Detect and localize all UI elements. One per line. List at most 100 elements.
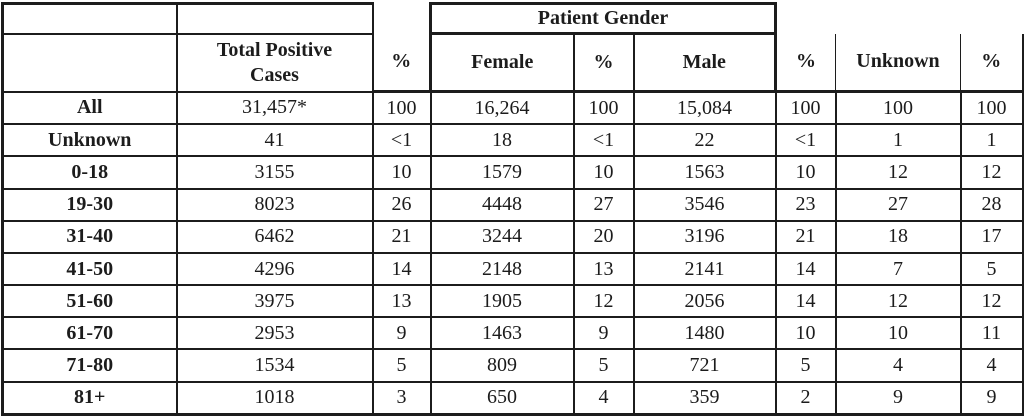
cell-male-pct: 5 (774, 348, 837, 383)
cell-male-pct: 14 (774, 284, 837, 319)
cell-female-pct: 12 (572, 284, 635, 319)
table-row: 71-80 1534 5 809 5 721 5 4 4 (1, 348, 1024, 383)
cell-unknown: 9 (834, 380, 962, 416)
cell-female-pct: 4 (572, 380, 635, 416)
empty-header-cell (1, 2, 178, 35)
cell-unknown-pct: 100 (959, 90, 1024, 126)
cell-unknown: 12 (834, 155, 962, 190)
cell-total: 3975 (175, 284, 374, 319)
cell-female-pct: 10 (572, 155, 635, 190)
table-row: 31-40 6462 21 3244 20 3196 21 18 17 (1, 219, 1024, 254)
col-header-total-pct: % (371, 33, 432, 93)
cell-male-pct: 21 (774, 219, 837, 254)
table-row: 19-30 8023 26 4448 27 3546 23 27 28 (1, 187, 1024, 222)
empty-header-cell (175, 2, 374, 35)
cell-female-pct: 13 (572, 251, 635, 287)
cell-female: 650 (429, 380, 575, 416)
cell-unknown-pct: 12 (959, 284, 1024, 319)
empty-header-cell (961, 4, 1023, 34)
col-header-unknown-pct: % (960, 33, 1024, 93)
cell-row-label: Unknown (1, 123, 178, 158)
cell-row-label: All (1, 90, 178, 126)
cell-row-label: 0-18 (1, 155, 178, 190)
table-row: All 31,457* 100 16,264 100 15,084 100 10… (1, 90, 1024, 126)
cell-male: 3546 (632, 187, 777, 222)
cell-female: 809 (429, 348, 575, 383)
cell-row-label: 81+ (1, 380, 178, 416)
table-row: 0-18 3155 10 1579 10 1563 10 12 12 (1, 155, 1024, 190)
cell-total-pct: 26 (371, 187, 432, 222)
cell-total-pct: 100 (371, 90, 432, 126)
col-header-unknown: Unknown (835, 33, 961, 93)
cell-male: 3196 (632, 219, 777, 254)
cell-male: 2141 (632, 251, 777, 287)
cell-total-pct: 9 (371, 316, 432, 351)
cell-male-pct: 2 (774, 380, 837, 416)
col-header-female-pct: % (572, 32, 635, 93)
cell-female: 1905 (429, 284, 575, 319)
cell-unknown-pct: 12 (959, 155, 1024, 190)
cell-female-pct: 100 (572, 90, 635, 126)
cell-unknown-pct: 9 (959, 380, 1024, 416)
cell-unknown: 27 (834, 187, 962, 222)
patient-gender-header: Patient Gender (429, 2, 777, 35)
cell-row-label: 61-70 (1, 316, 178, 351)
cell-male-pct: 14 (774, 251, 837, 287)
cell-female: 1579 (429, 155, 575, 190)
col-header-female: Female (429, 32, 575, 93)
cell-total-pct: 14 (371, 251, 432, 287)
cell-unknown-pct: 28 (959, 187, 1024, 222)
table-row: 61-70 2953 9 1463 9 1480 10 10 11 (1, 316, 1024, 351)
cell-unknown: 7 (834, 251, 962, 287)
empty-header-cell (776, 4, 836, 34)
cell-male-pct: <1 (774, 123, 837, 158)
cell-male: 359 (632, 380, 777, 416)
cell-total: 6462 (175, 219, 374, 254)
cell-total: 1534 (175, 348, 374, 383)
cell-female-pct: 20 (572, 219, 635, 254)
empty-header-cell (371, 3, 432, 34)
cell-female: 3244 (429, 219, 575, 254)
cell-total: 41 (175, 123, 374, 158)
cell-total-pct: <1 (371, 123, 432, 158)
cell-total: 4296 (175, 251, 374, 287)
cell-female: 4448 (429, 187, 575, 222)
cell-row-label: 31-40 (1, 219, 178, 254)
cell-female-pct: <1 (572, 123, 635, 158)
cell-female-pct: 5 (572, 348, 635, 383)
col-header-total-label: Total Positive Cases (216, 38, 333, 86)
cell-female: 2148 (429, 251, 575, 287)
cell-row-label: 71-80 (1, 348, 178, 383)
col-header-male-pct: % (774, 33, 836, 93)
table-row: 41-50 4296 14 2148 13 2141 14 7 5 (1, 251, 1024, 287)
cell-male: 15,084 (632, 90, 777, 126)
cell-unknown-pct: 1 (959, 123, 1024, 158)
cell-total: 31,457* (175, 90, 374, 126)
cell-female: 16,264 (429, 90, 575, 126)
cell-unknown: 1 (834, 123, 962, 158)
cell-total-pct: 5 (371, 348, 432, 383)
cell-row-label: 19-30 (1, 187, 178, 222)
cell-male: 2056 (632, 284, 777, 319)
cell-unknown: 100 (834, 90, 962, 126)
cell-total: 2953 (175, 316, 374, 351)
col-header-male: Male (632, 32, 777, 93)
cell-male-pct: 100 (774, 90, 837, 126)
cell-male-pct: 23 (774, 187, 837, 222)
header-row-1: Patient Gender (1, 2, 1023, 35)
cell-male-pct: 10 (774, 155, 837, 190)
cell-unknown-pct: 4 (959, 348, 1024, 383)
cell-male: 721 (632, 348, 777, 383)
table-row: 81+ 1018 3 650 4 359 2 9 9 (1, 380, 1024, 416)
cell-unknown: 4 (834, 348, 962, 383)
cell-female: 1463 (429, 316, 575, 351)
cell-unknown: 18 (834, 219, 962, 254)
cell-total: 8023 (175, 187, 374, 222)
cell-male: 22 (632, 123, 777, 158)
cell-unknown-pct: 11 (959, 316, 1024, 351)
empty-header-cell (1, 32, 178, 93)
cell-row-label: 41-50 (1, 251, 178, 287)
cell-total-pct: 13 (371, 284, 432, 319)
